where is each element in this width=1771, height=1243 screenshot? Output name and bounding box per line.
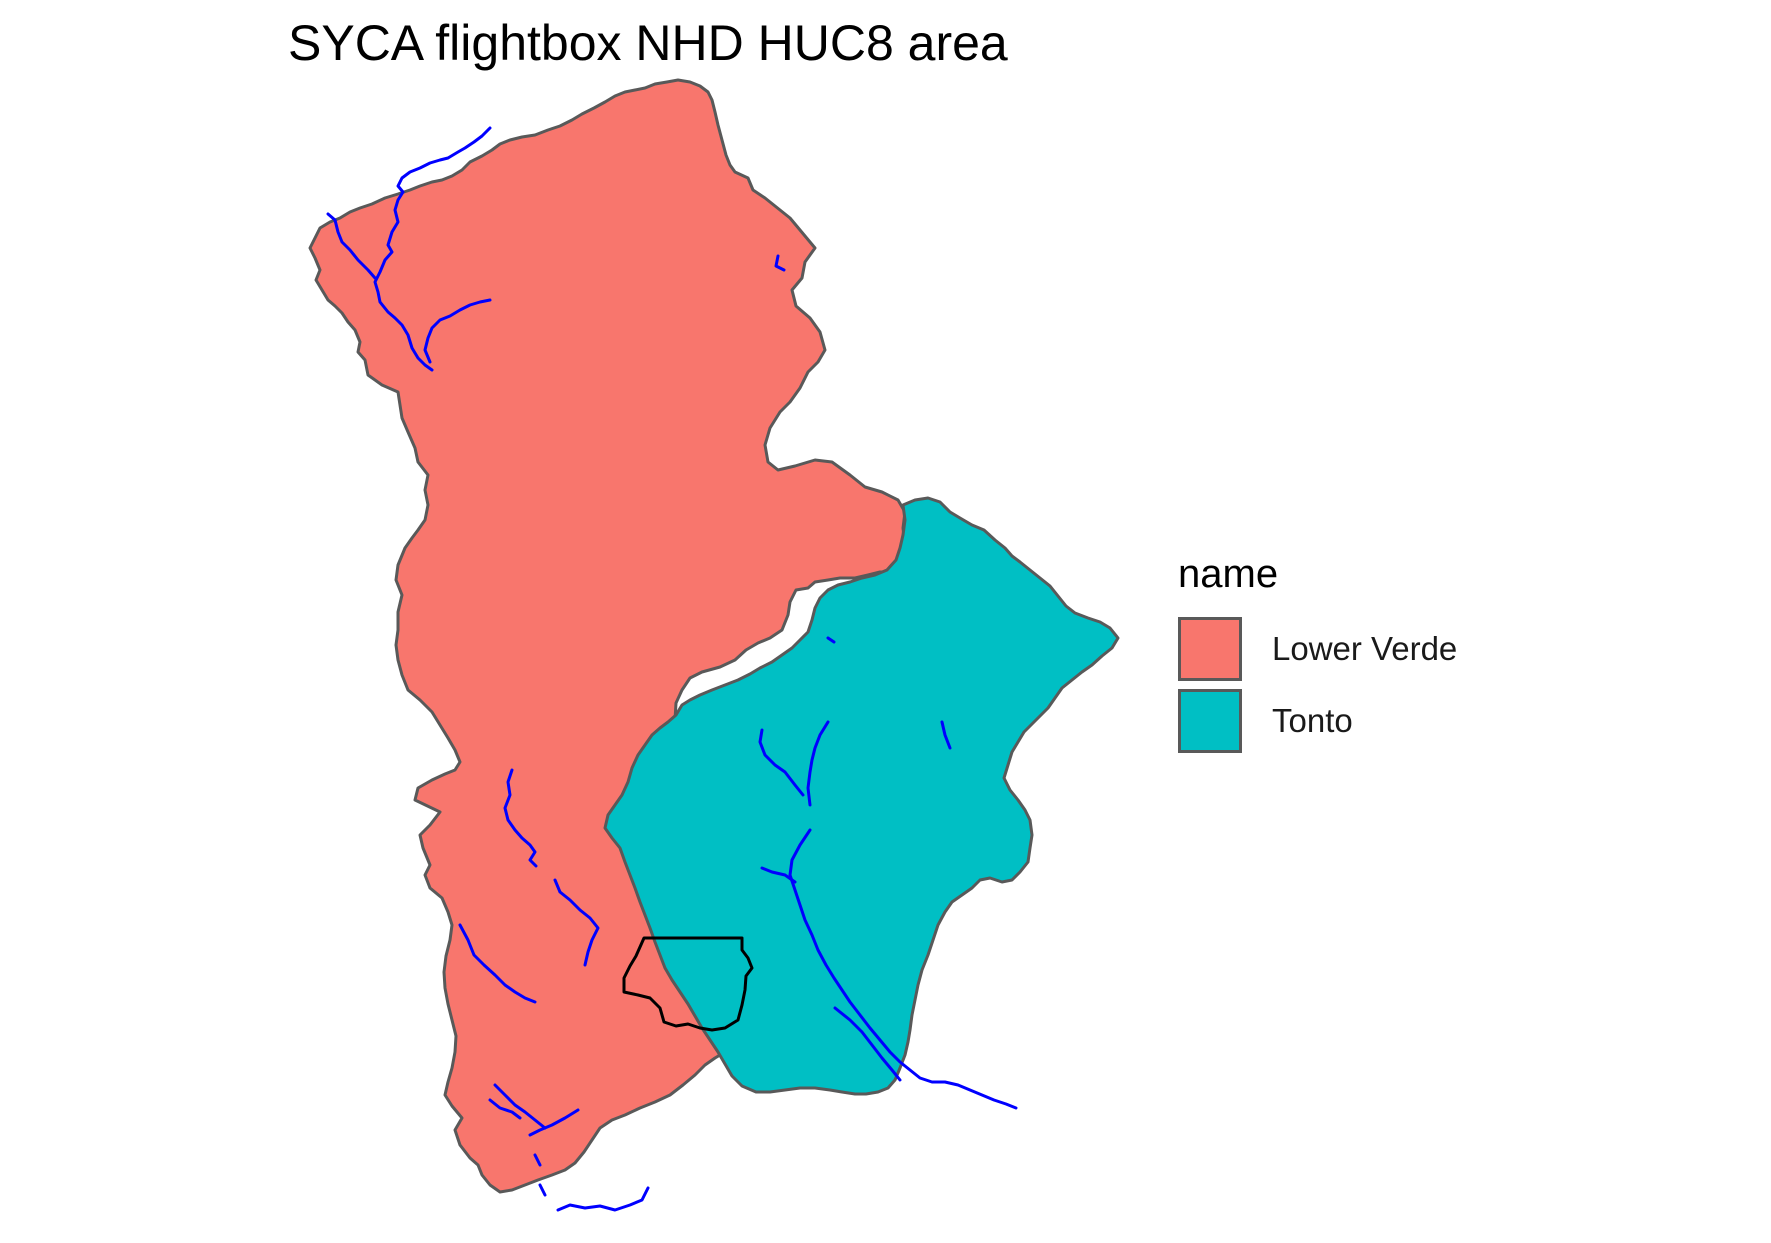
flowlines: [326, 126, 1018, 1212]
flowline-tonto-north: [758, 728, 805, 797]
flowline-reservoir-b: [553, 878, 600, 967]
legend: name Lower Verde Tonto: [1178, 552, 1457, 757]
legend-item-lower-verde: Lower Verde: [1178, 613, 1457, 685]
legend-title: name: [1178, 552, 1279, 596]
legend-key-lower-verde: [1178, 617, 1242, 681]
legend-label-tonto: Tonto: [1272, 702, 1353, 739]
flowline-tonto-west-trib: [760, 866, 797, 884]
flowline-south-5: [538, 1183, 547, 1197]
flowline-south-4: [533, 1153, 542, 1167]
map-title: SYCA flightbox NHD HUC8 area: [288, 15, 1008, 71]
legend-key-tonto: [1178, 689, 1242, 753]
flowline-outlet-south: [556, 1186, 650, 1212]
flowline-verde-west-branch: [326, 212, 377, 280]
legend-item-tonto: Tonto: [1178, 685, 1457, 757]
flowline-tonto-east-small: [940, 720, 952, 750]
flowline-verde-east-branch: [423, 298, 492, 364]
flowline-tonto-lower-branch: [833, 1006, 902, 1082]
tonto-polygon: [603, 496, 1120, 1096]
flowline-south-1: [493, 1083, 547, 1130]
flowline-south-3: [488, 1098, 522, 1120]
flowline-south-2: [528, 1108, 580, 1137]
flowline-tonto-main-2: [788, 828, 1018, 1110]
flowline-west-trib: [458, 923, 537, 1004]
flowline-tonto-main-1: [806, 720, 830, 807]
flowline-upper-small: [774, 254, 786, 272]
legend-label-lower-verde: Lower Verde: [1272, 630, 1458, 667]
flowline-tonto-small: [826, 636, 836, 644]
flowline-verde-upper: [373, 126, 492, 372]
flightbox-outline: [622, 936, 754, 1032]
flowline-reservoir-a: [503, 768, 538, 868]
